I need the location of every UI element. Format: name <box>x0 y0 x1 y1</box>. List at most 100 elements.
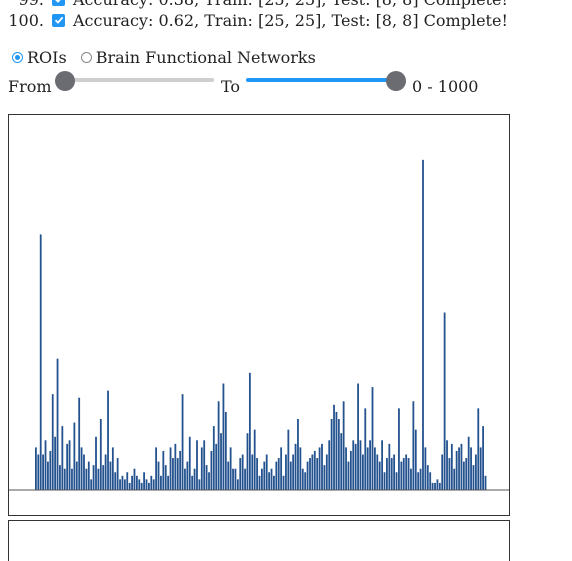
chart-bar <box>244 468 246 490</box>
chart-bar <box>174 443 177 490</box>
chart-bar <box>359 440 362 490</box>
chart-bar <box>217 401 220 490</box>
chart-bar <box>306 461 309 490</box>
chart-bar <box>268 472 271 490</box>
chart-bar <box>419 468 422 490</box>
chart-bar <box>39 234 42 490</box>
secondary-panel <box>8 520 510 561</box>
chart-bar <box>239 458 242 490</box>
chart-bar <box>160 475 162 490</box>
chart-bar <box>369 440 371 490</box>
chart-bar <box>371 387 374 490</box>
chart-bar <box>212 426 215 490</box>
chart-bar <box>460 443 463 490</box>
chart-bar <box>443 312 446 490</box>
chart-bar <box>123 479 126 490</box>
chart-bar <box>294 443 297 490</box>
chart-bar <box>388 443 391 490</box>
chart-bar <box>426 465 429 490</box>
brain-networks-radio-label[interactable]: Brain Functional Networks <box>95 48 316 67</box>
chart-bar <box>311 454 314 490</box>
chart-bar <box>386 458 388 490</box>
chart-bar <box>340 433 343 490</box>
chart-bar <box>474 454 477 490</box>
chart-bar <box>342 401 345 490</box>
chart-bar <box>49 450 52 490</box>
chart-bar <box>47 461 49 490</box>
chart-bar <box>309 458 311 490</box>
chart-bar <box>316 458 319 490</box>
chart-bar <box>400 461 403 490</box>
chart-bar <box>184 468 186 490</box>
result-text: Accuracy: 0.62, Train: [25, 25], Test: [… <box>73 10 508 30</box>
roi-radio-label[interactable]: ROIs <box>27 48 67 67</box>
chart-bar <box>157 461 160 490</box>
chart-bar <box>85 468 88 490</box>
from-slider-thumb[interactable] <box>55 71 75 91</box>
chart-bar <box>335 411 338 490</box>
chart-bar <box>196 440 198 490</box>
to-slider-thumb[interactable] <box>386 71 406 91</box>
chart-bar <box>448 458 451 490</box>
chart-bar <box>484 475 487 490</box>
chart-bar <box>381 440 384 490</box>
chart-bar <box>330 419 333 490</box>
chart-bar <box>191 475 194 490</box>
to-label: To <box>221 77 241 96</box>
check-icon <box>54 16 63 24</box>
chart-bar <box>345 447 347 490</box>
chart-bar <box>337 419 340 490</box>
chart-bar <box>95 436 97 490</box>
chart-bar <box>472 465 475 490</box>
chart-bar <box>167 475 170 490</box>
from-slider-track[interactable] <box>58 78 214 82</box>
chart-bar <box>107 390 109 490</box>
chart-bar <box>299 447 302 490</box>
chart-bar <box>131 475 133 490</box>
chart-bar <box>251 454 254 490</box>
chart-bar <box>318 447 321 490</box>
chart-bar <box>477 408 480 490</box>
chart-bar <box>181 394 184 490</box>
chart-bar <box>227 461 230 490</box>
chart-bar <box>164 465 167 490</box>
chart-bar <box>241 454 244 490</box>
chart-bar <box>140 482 143 490</box>
chart-bar <box>78 397 81 490</box>
roi-radio[interactable] <box>12 52 23 63</box>
chart-bar <box>354 443 357 490</box>
chart-bar <box>434 482 436 490</box>
chart-bar <box>352 440 355 490</box>
chart-bar <box>99 419 102 490</box>
chart-bar <box>482 426 484 490</box>
chart-bar <box>256 458 258 490</box>
result-row-99: 99. Accuracy: 0.38, Train: [25, 25], Tes… <box>0 0 508 10</box>
to-slider-track[interactable] <box>246 78 398 82</box>
chart-bar <box>232 468 234 490</box>
result-checkbox[interactable] <box>52 13 65 27</box>
chart-bar <box>121 475 124 490</box>
chart-bar <box>80 447 83 490</box>
chart-bar <box>270 468 273 490</box>
chart-bar <box>44 440 47 490</box>
chart-bar <box>220 433 222 490</box>
chart-bar <box>203 440 206 490</box>
chart-bar <box>287 429 290 490</box>
chart-bar <box>446 440 448 490</box>
chart-bar <box>422 159 424 490</box>
chart-bar <box>282 475 285 490</box>
result-checkbox[interactable] <box>52 0 65 6</box>
brain-networks-radio[interactable] <box>80 52 92 63</box>
chart-bar <box>438 482 441 490</box>
chart-bar <box>37 454 40 490</box>
chart-bar <box>71 468 73 490</box>
chart-bar <box>253 429 256 490</box>
chart-bar <box>128 482 131 490</box>
chart-bar <box>236 479 239 490</box>
result-row-100: 100. Accuracy: 0.62, Train: [25, 25], Te… <box>0 9 508 31</box>
chart-bar <box>470 447 472 490</box>
chart-bar <box>417 472 420 490</box>
from-label: From <box>8 77 52 96</box>
chart-bar <box>51 394 54 490</box>
chart-bar <box>467 436 470 490</box>
